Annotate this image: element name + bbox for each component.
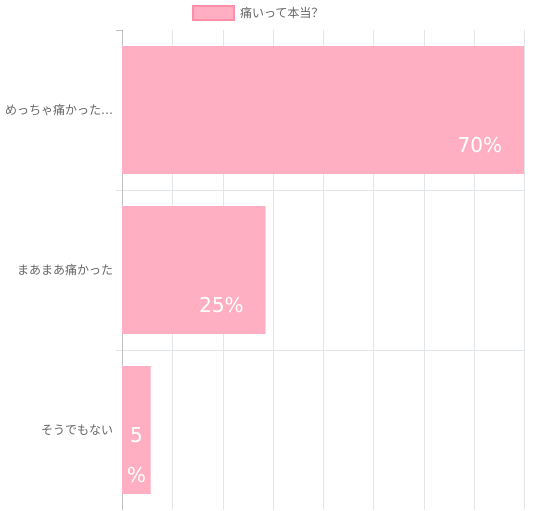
bar[interactable] [122,46,524,174]
bar[interactable] [122,366,151,494]
category-label: そうでもない [41,423,113,437]
data-label: 5% [127,423,146,487]
legend-label: 痛いって本当？ [240,5,323,20]
legend[interactable]: 痛いって本当？ [192,5,323,21]
category-label: まあまあ痛かった [17,262,113,277]
bars [122,46,524,494]
bar[interactable] [122,206,266,334]
labels: めっちゃ痛かった… 70% まあまあ痛かった 25% そうでもない 5% [5,102,502,487]
data-label: 25% [199,293,243,317]
category-label: めっちゃ痛かった… [5,102,113,117]
data-label: 70% [458,133,502,157]
legend-swatch [192,5,235,21]
